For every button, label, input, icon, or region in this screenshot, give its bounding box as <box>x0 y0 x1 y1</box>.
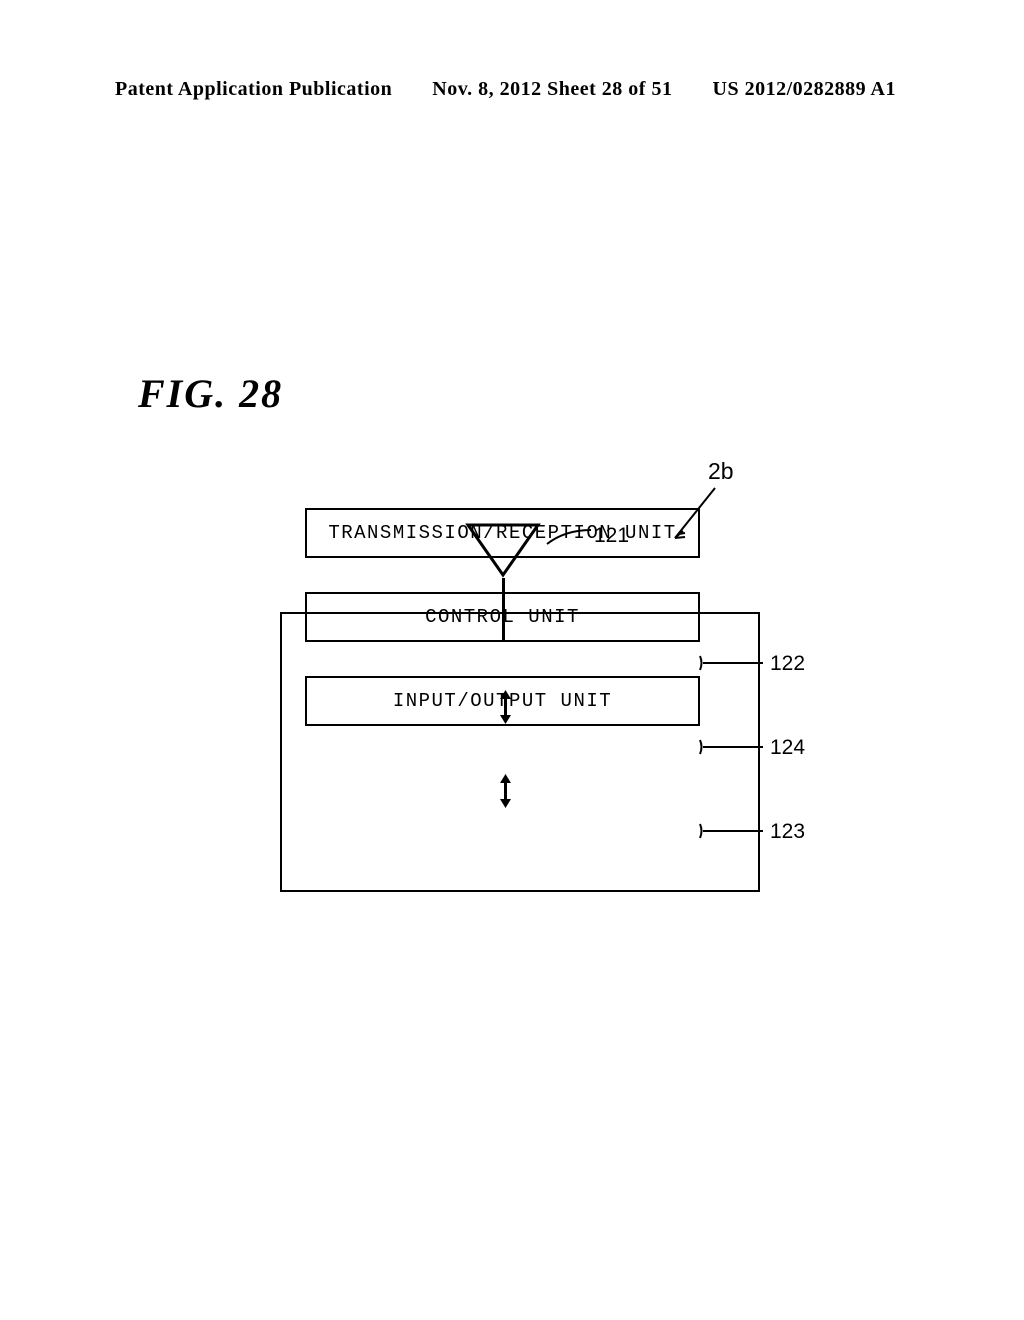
control-unit-label: CONTROL UNIT <box>425 606 580 628</box>
page-header: Patent Application Publication Nov. 8, 2… <box>0 78 1024 101</box>
trx-unit-block: TRANSMISSION/RECEPTION UNIT <box>305 508 700 558</box>
header-center: Nov. 8, 2012 Sheet 28 of 51 <box>432 78 672 101</box>
block-diagram: 121 2b TRANSMISSION/RECEPTION UNIT CONTR… <box>280 480 790 900</box>
io-unit-label: INPUT/OUTPUT UNIT <box>393 690 612 712</box>
trx-unit-label: TRANSMISSION/RECEPTION UNIT <box>328 522 676 544</box>
ref-label-123: 123 <box>770 820 805 844</box>
ref-label-124: 124 <box>770 736 805 760</box>
io-unit-block: INPUT/OUTPUT UNIT <box>305 676 700 726</box>
header-left: Patent Application Publication <box>115 78 392 101</box>
ref-label-2b: 2b <box>708 458 734 485</box>
device-enclosure <box>280 612 760 892</box>
ref-leader-124 <box>698 736 768 758</box>
ref-leader-123 <box>698 820 768 842</box>
bidir-arrow-2 <box>498 774 513 808</box>
figure-label: FIG. 28 <box>138 370 283 417</box>
control-unit-block: CONTROL UNIT <box>305 592 700 642</box>
ref-label-122: 122 <box>770 652 805 676</box>
patent-page: Patent Application Publication Nov. 8, 2… <box>0 0 1024 1320</box>
ref-leader-122 <box>698 652 768 674</box>
header-right: US 2012/0282889 A1 <box>713 78 896 101</box>
